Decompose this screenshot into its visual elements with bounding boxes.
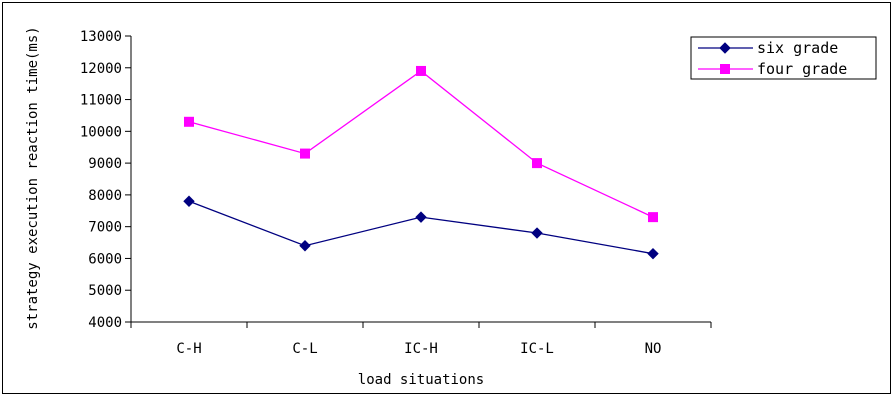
data-point [184, 116, 194, 127]
series-0 [183, 195, 659, 260]
data-point [183, 195, 195, 207]
x-tick-label: NO [645, 341, 662, 357]
x-axis-title: load situations [358, 372, 484, 388]
data-point [532, 158, 542, 169]
y-tick-label: 6000 [88, 251, 122, 267]
data-point [415, 211, 427, 223]
legend-marker [719, 42, 731, 54]
legend-label: four grade [757, 60, 847, 78]
data-point [416, 65, 426, 76]
y-tick-label: 12000 [80, 61, 122, 77]
data-point [300, 148, 310, 159]
x-tick-label: C-L [292, 341, 317, 357]
x-ticks: C-H C-L IC-H IC-L NO [130, 322, 712, 357]
y-tick-label: 13000 [80, 29, 122, 45]
y-axis-title: strategy execution reaction time(ms) [25, 26, 41, 329]
y-tick-label: 9000 [88, 156, 122, 172]
series-layer [183, 65, 659, 260]
series-1 [184, 65, 658, 223]
data-point [647, 247, 659, 260]
legend-label: six grade [757, 39, 838, 57]
x-tick-label: C-H [176, 341, 201, 357]
legend: six grade four grade [690, 36, 877, 80]
data-point [531, 227, 543, 239]
x-tick-label: IC-H [404, 341, 438, 357]
data-point [299, 240, 311, 252]
y-tick-label: 5000 [88, 283, 122, 299]
series-line [188, 70, 654, 218]
y-tick-label: 11000 [80, 93, 122, 109]
data-point [648, 212, 658, 223]
y-tick-label: 7000 [88, 220, 122, 236]
axes [130, 36, 711, 323]
legend-marker [720, 64, 730, 74]
x-tick-label: IC-L [520, 341, 554, 357]
y-tick-label: 8000 [88, 188, 122, 204]
series-line [188, 200, 654, 255]
y-ticks: 4000 5000 6000 7000 8000 9000 10000 11000 12000 1… [80, 29, 131, 331]
y-tick-label: 10000 [80, 124, 122, 140]
y-tick-label: 4000 [88, 315, 122, 331]
